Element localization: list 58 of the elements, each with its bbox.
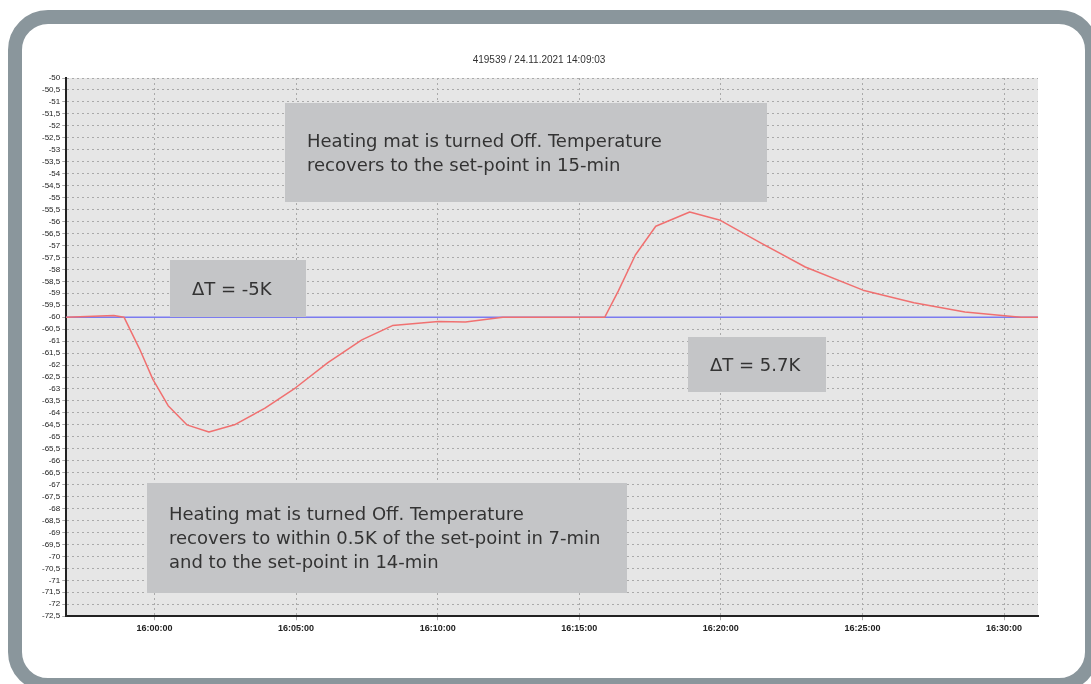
text-box: ΔT = 5.7K [688, 337, 826, 392]
y-tick-label: -56 [48, 216, 61, 226]
y-tick-label: -51,5 [42, 109, 61, 119]
x-tick-label: 16:25:00 [844, 623, 881, 634]
y-tick-label: -63 [48, 384, 61, 394]
y-tick-label: -50,5 [42, 85, 61, 95]
y-tick-label: -71,5 [42, 587, 61, 597]
y-tick-label: -67,5 [42, 491, 61, 501]
y-tick-label: -57,5 [42, 252, 61, 262]
x-tick-label: 16:15:00 [561, 623, 598, 634]
y-tick-label: -63,5 [42, 396, 61, 406]
y-tick-label: -66,5 [42, 467, 61, 477]
y-tick-label: -65 [48, 432, 61, 441]
y-tick-label: -69 [48, 527, 61, 537]
y-tick-label: -62 [48, 360, 61, 370]
x-tick-label: 16:05:00 [278, 623, 315, 634]
y-tick-label: -61,5 [42, 348, 61, 358]
y-tick-label: -62,5 [42, 372, 61, 382]
y-tick-label: -54,5 [42, 180, 61, 190]
y-tick-label: -64,5 [42, 420, 61, 430]
y-tick-label: -53 [48, 144, 61, 154]
y-tick-label: -57 [48, 240, 61, 250]
text-box: Heating mat is turned Off. Temperature recovers to the set-point in 15-min [285, 103, 767, 202]
y-tick-label: -52,5 [42, 133, 61, 142]
y-tick-label: -59,5 [42, 300, 61, 310]
y-tick-label: -54 [48, 168, 61, 178]
y-tick-label: -71 [48, 575, 61, 585]
y-tick-label: -64 [48, 408, 61, 418]
y-tick-label: -72,5 [42, 611, 61, 621]
y-tick-label: -58,5 [42, 276, 61, 286]
y-tick-label: -70,5 [42, 563, 61, 573]
x-tick-label: 16:20:00 [702, 623, 739, 634]
y-tick-label: -58 [48, 264, 61, 274]
y-tick-label: -67 [48, 479, 61, 489]
chart-title: 419539 / 24.11.2021 14:09:03 [472, 53, 606, 65]
y-tick-label: -68 [48, 503, 61, 513]
y-tick-label: -72 [48, 599, 61, 609]
x-tick-label: 16:10:00 [419, 623, 456, 634]
y-tick-label: -70 [48, 551, 61, 561]
y-tick-label: -59 [48, 288, 61, 298]
y-tick-label: -60,5 [42, 324, 61, 334]
text-box: ΔT = -5K [170, 260, 306, 317]
y-tick-label: -55 [48, 192, 61, 202]
y-tick-label: -50 [48, 73, 61, 83]
y-tick-label: -68,5 [42, 515, 61, 525]
y-tick-label: -52 [48, 121, 61, 131]
y-tick-label: -65,5 [42, 443, 61, 453]
y-tick-label: -56,5 [42, 228, 61, 238]
y-tick-label: -61 [48, 336, 61, 346]
x-tick-label: 16:00:00 [136, 623, 173, 634]
y-tick-label: -69,5 [42, 539, 61, 549]
y-tick-label: -51 [48, 97, 61, 107]
y-tick-label: -66 [48, 455, 61, 465]
y-tick-label: -53,5 [42, 156, 61, 166]
y-tick-label: -55,5 [42, 204, 61, 214]
x-tick-label: 16:30:00 [986, 623, 1023, 634]
y-tick-label: -60 [48, 312, 61, 322]
text-box: Heating mat is turned Off. Temperature recovers to within 0.5K of the set-point in 7-min and to the set-point in 14-min [147, 483, 627, 593]
